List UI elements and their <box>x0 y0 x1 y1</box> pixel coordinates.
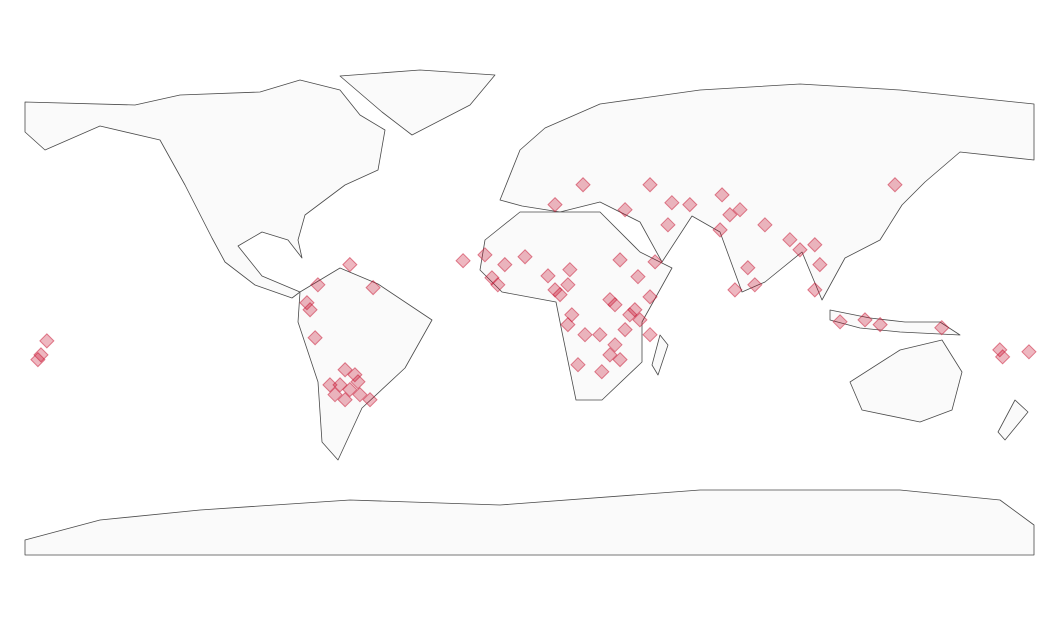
point <box>617 321 633 338</box>
points <box>30 177 1037 408</box>
point <box>722 207 738 223</box>
point <box>994 349 1011 365</box>
point <box>934 319 950 336</box>
point <box>887 177 903 193</box>
point <box>664 194 680 211</box>
point <box>757 217 773 233</box>
point <box>497 256 513 273</box>
point <box>807 282 823 298</box>
point <box>39 333 55 349</box>
point <box>607 297 623 313</box>
point <box>782 231 798 248</box>
point <box>1021 344 1037 360</box>
point <box>552 286 568 303</box>
point <box>484 270 500 286</box>
point <box>602 347 618 363</box>
point <box>310 277 326 293</box>
point <box>992 342 1008 358</box>
south-america <box>297 267 433 461</box>
point <box>732 201 748 218</box>
point <box>792 242 808 258</box>
point <box>477 247 493 263</box>
new-zealand <box>997 399 1029 441</box>
point <box>660 217 676 233</box>
point <box>327 386 343 403</box>
point <box>727 282 743 298</box>
point <box>299 295 315 311</box>
point <box>560 277 576 293</box>
greenland <box>339 69 496 136</box>
north-america <box>24 79 386 299</box>
point <box>857 312 873 328</box>
point <box>337 362 353 378</box>
point <box>365 279 381 296</box>
point <box>350 374 366 390</box>
antarctica <box>24 489 1035 556</box>
point <box>570 356 586 373</box>
point <box>302 302 318 318</box>
madagascar <box>651 334 669 376</box>
africa <box>479 211 673 401</box>
point <box>347 367 363 383</box>
point <box>622 307 638 323</box>
point <box>562 261 578 278</box>
point <box>560 316 576 333</box>
point <box>714 187 730 203</box>
point <box>337 392 353 408</box>
point <box>647 254 663 270</box>
point <box>517 249 533 265</box>
point <box>812 256 828 273</box>
point <box>682 196 698 213</box>
point <box>832 314 848 330</box>
point <box>594 363 610 380</box>
point <box>547 196 563 213</box>
point <box>612 351 628 368</box>
point <box>630 268 646 285</box>
point <box>342 381 358 398</box>
point <box>642 326 658 343</box>
point <box>607 337 623 353</box>
point <box>33 347 49 363</box>
point <box>747 277 763 293</box>
point <box>490 277 506 293</box>
point <box>342 256 358 273</box>
point <box>540 268 556 284</box>
point <box>575 177 591 193</box>
land <box>24 69 1035 556</box>
point <box>592 326 608 343</box>
point <box>352 386 368 403</box>
point <box>642 289 658 305</box>
point <box>322 377 338 393</box>
point <box>872 316 888 333</box>
point <box>627 302 643 318</box>
point <box>632 312 648 328</box>
point <box>307 330 323 346</box>
point <box>740 260 756 276</box>
point <box>30 351 46 368</box>
point <box>577 326 593 343</box>
point <box>612 252 628 268</box>
australia <box>849 339 963 423</box>
point <box>362 392 378 408</box>
eurasia <box>499 83 1035 301</box>
point <box>455 253 471 269</box>
point <box>642 177 658 193</box>
point <box>807 237 823 253</box>
point <box>712 222 728 238</box>
point <box>617 201 633 218</box>
